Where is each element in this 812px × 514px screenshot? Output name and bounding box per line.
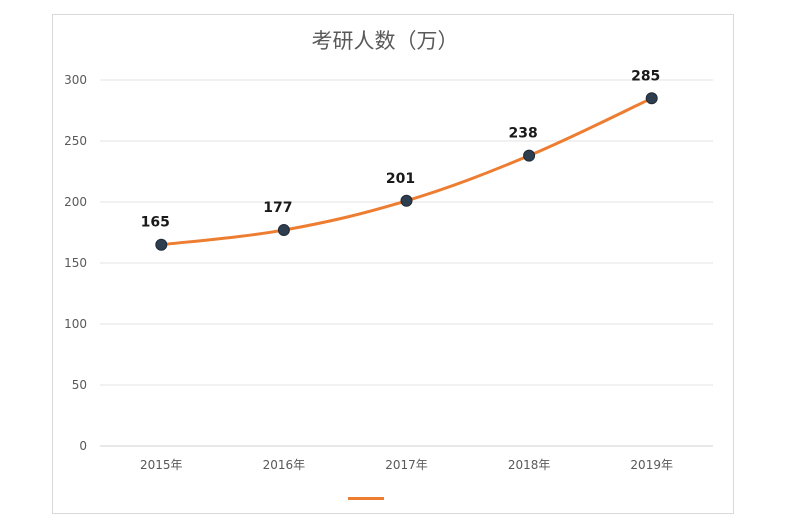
data-point [645, 92, 658, 105]
x-tick-label: 2016年 [263, 458, 306, 472]
data-point [400, 194, 413, 207]
series-points [155, 92, 658, 251]
gridlines [100, 79, 713, 447]
x-axis-ticks: 2015年 2016年 2017年 2018年 2019年 [140, 458, 673, 472]
y-tick-label: 200 [64, 195, 87, 209]
x-tick-label: 2017年 [385, 458, 428, 472]
data-labels: 165 177 201 238 285 [141, 68, 661, 230]
data-label: 238 [508, 126, 537, 142]
y-axis-ticks: 0 50 100 150 200 250 300 [64, 73, 87, 453]
chart-frame [52, 14, 734, 514]
data-label: 285 [631, 68, 660, 84]
data-label: 177 [263, 200, 292, 216]
data-point [523, 149, 536, 162]
y-tick-label: 100 [64, 317, 87, 331]
data-label: 201 [386, 171, 415, 187]
data-point [277, 224, 290, 237]
y-tick-label: 0 [79, 439, 87, 453]
x-tick-label: 2019年 [630, 458, 673, 472]
y-tick-label: 300 [64, 73, 87, 87]
y-tick-label: 250 [64, 134, 87, 148]
legend-swatch [348, 497, 384, 500]
data-label: 165 [141, 215, 170, 231]
y-tick-label: 150 [64, 256, 87, 270]
x-tick-label: 2018年 [508, 458, 551, 472]
y-tick-label: 50 [72, 378, 87, 392]
chart-title: 考研人数（万） [312, 29, 459, 53]
data-point [155, 238, 168, 251]
x-tick-label: 2015年 [140, 458, 183, 472]
